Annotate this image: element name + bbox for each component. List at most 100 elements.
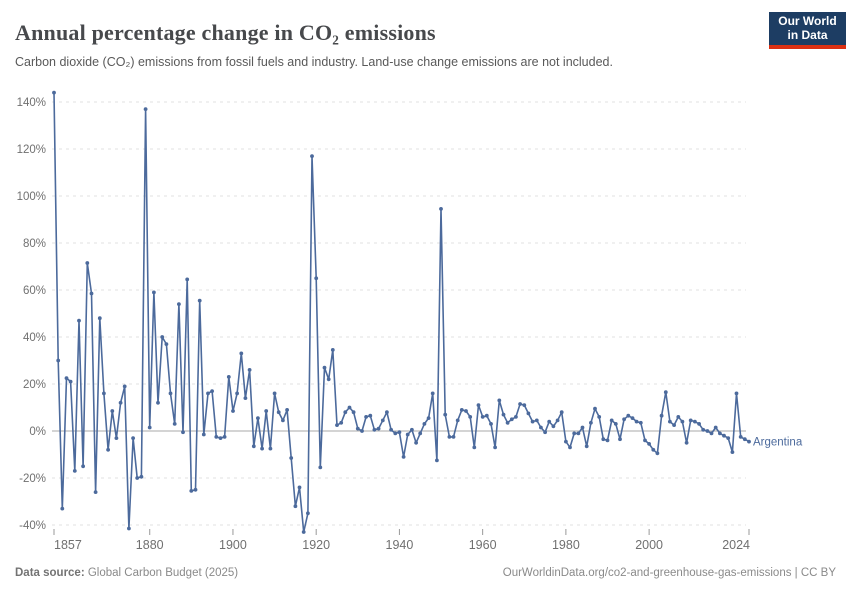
x-axis-tick-label: 1880 (136, 538, 164, 552)
license-link[interactable]: OurWorldinData.org/co2-and-greenhouse-ga… (502, 567, 836, 579)
data-point (355, 426, 360, 431)
data-point (684, 440, 689, 445)
data-point (306, 511, 310, 516)
data-point (447, 435, 452, 439)
x-axis-tick-label: 1900 (219, 538, 247, 552)
data-source-value: Global Carbon Budget (2025) (84, 567, 239, 579)
data-point (593, 406, 597, 411)
data-point (634, 419, 639, 424)
data-point (131, 436, 136, 440)
data-point (559, 410, 564, 415)
data-point (256, 416, 260, 420)
owid-logo-line1: Our World (778, 14, 837, 28)
data-point (206, 391, 210, 396)
data-point (551, 424, 556, 429)
data-point (568, 445, 572, 450)
data-point (693, 419, 697, 424)
data-point (147, 425, 152, 430)
data-point (214, 435, 219, 439)
x-axis-tick-label: 1857 (54, 538, 82, 552)
data-point (247, 368, 252, 372)
data-point (509, 417, 514, 422)
data-line[interactable] (53, 92, 750, 533)
data-point (339, 420, 344, 425)
data-point (742, 437, 747, 442)
data-point (651, 447, 656, 452)
data-point (210, 389, 215, 393)
data-point (285, 408, 289, 412)
data-point (414, 440, 418, 445)
data-point (422, 422, 427, 426)
data-point (418, 431, 423, 436)
y-axis-tick-label: 0% (29, 426, 46, 438)
y-axis-tick-label: -40% (19, 520, 46, 532)
data-point (264, 409, 269, 413)
data-point (572, 431, 577, 436)
series-label-argentina[interactable]: Argentina (753, 437, 803, 449)
data-point (630, 416, 635, 420)
x-axis-tick-label: 1960 (469, 538, 497, 552)
data-point (638, 420, 643, 425)
data-point (505, 420, 510, 425)
data-point (522, 403, 527, 407)
data-point (484, 413, 489, 418)
data-point (555, 418, 560, 423)
x-axis-tick-label: 2000 (635, 538, 663, 552)
data-point (464, 409, 468, 413)
data-point (514, 415, 518, 419)
data-point (122, 384, 127, 389)
data-point (156, 400, 160, 405)
data-point (730, 450, 735, 454)
data-point (310, 154, 314, 159)
data-point (93, 490, 98, 494)
x-axis-tick-label: 1940 (386, 538, 414, 552)
data-point (605, 438, 610, 443)
data-point (435, 458, 439, 463)
data-point (643, 438, 647, 443)
data-point (718, 431, 722, 436)
data-point (705, 429, 710, 433)
data-point (97, 316, 102, 321)
owid-logo[interactable]: Our World in Data (769, 12, 846, 49)
data-point (663, 390, 668, 395)
x-axis-tick-label: 1920 (302, 538, 330, 552)
data-point (52, 90, 56, 95)
data-point (297, 485, 302, 490)
data-point (647, 442, 651, 446)
data-point (276, 410, 281, 415)
data-point (77, 318, 81, 323)
data-point (168, 391, 173, 396)
data-point (468, 415, 473, 419)
data-point (389, 427, 393, 432)
data-source-label: Data source: (15, 567, 85, 579)
data-point (160, 335, 165, 339)
data-point (405, 432, 410, 437)
data-point (364, 415, 368, 419)
data-point (89, 291, 94, 296)
y-axis-tick-label: 120% (17, 144, 46, 156)
data-point (543, 430, 547, 435)
data-point (668, 419, 672, 424)
data-point (618, 437, 622, 442)
data-point (372, 427, 377, 432)
data-point (143, 107, 148, 111)
data-point (172, 422, 177, 426)
data-point (243, 396, 248, 400)
data-point (393, 431, 398, 436)
data-point (260, 446, 264, 451)
data-point (139, 474, 144, 479)
data-point (738, 435, 743, 439)
data-point (226, 375, 231, 379)
data-point (72, 469, 77, 473)
x-axis-tick-label: 1980 (552, 538, 580, 552)
data-point (222, 435, 227, 439)
data-point (534, 418, 539, 423)
data-point (293, 504, 298, 509)
data-point (713, 425, 718, 430)
data-point (672, 423, 676, 427)
data-point (197, 298, 202, 303)
data-point (397, 430, 402, 435)
y-axis-tick-label: -20% (19, 473, 46, 485)
